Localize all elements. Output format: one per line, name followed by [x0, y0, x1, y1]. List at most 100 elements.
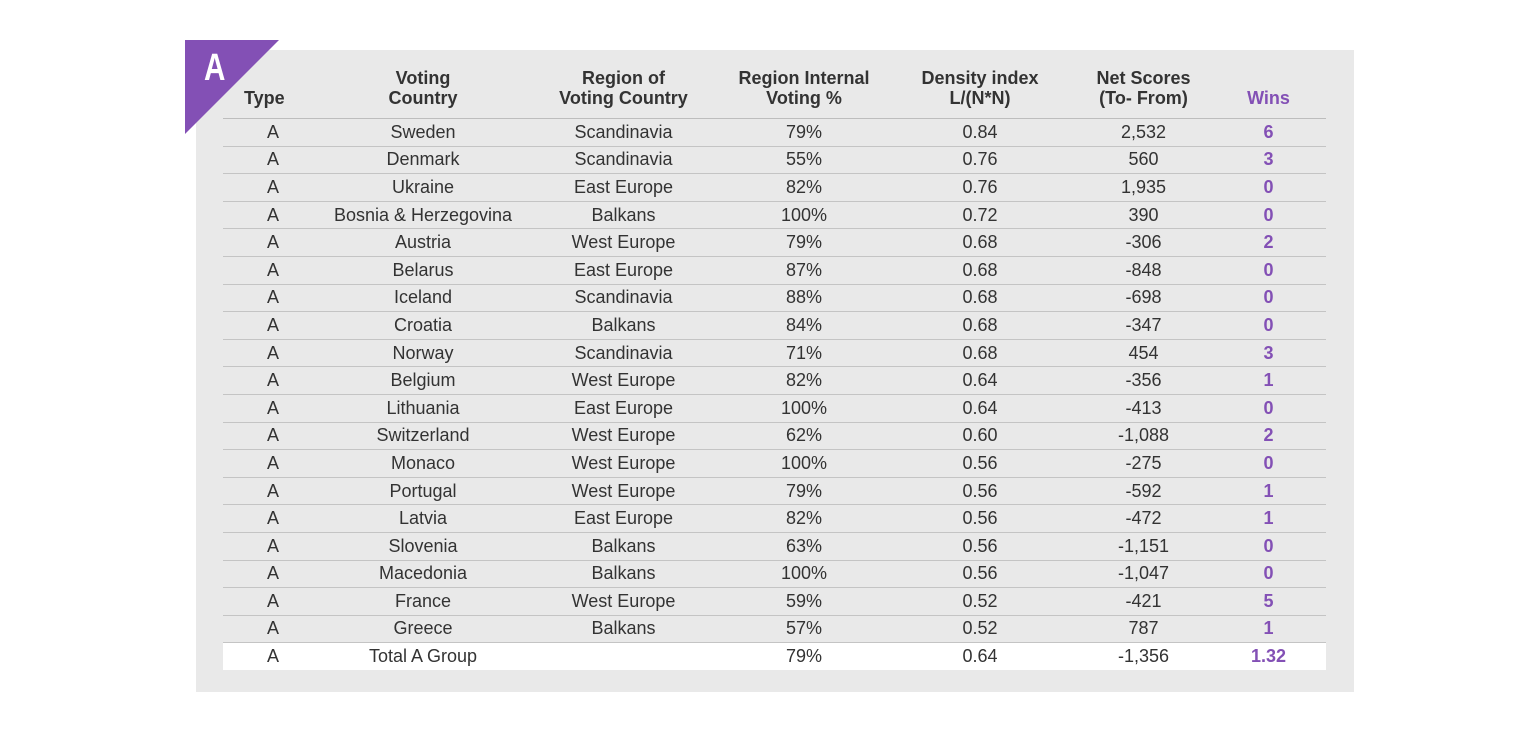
cell-country: Switzerland — [323, 422, 523, 451]
cell-net: -421 — [1076, 587, 1211, 616]
cell-internal: 79% — [724, 118, 884, 147]
cell-wins: 1 — [1211, 504, 1326, 533]
corner-triangle-icon — [185, 40, 279, 134]
cell-density: 0.56 — [884, 560, 1076, 589]
cell-internal: 79% — [724, 477, 884, 506]
cell-density: 0.64 — [884, 642, 1076, 671]
cell-region: West Europe — [523, 477, 724, 506]
cell-country: Sweden — [323, 118, 523, 147]
cell-internal: 87% — [724, 256, 884, 285]
table-row: A Portugal West Europe 79% 0.56 -592 1 — [223, 477, 1326, 506]
cell-country: Bosnia & Herzegovina — [323, 201, 523, 230]
cell-type: A — [223, 311, 323, 340]
cell-wins: 0 — [1211, 394, 1326, 423]
cell-internal: 57% — [724, 615, 884, 644]
cell-wins: 1 — [1211, 615, 1326, 644]
cell-country: Austria — [323, 228, 523, 257]
cell-type: A — [223, 449, 323, 478]
table-row: A Slovenia Balkans 63% 0.56 -1,151 0 — [223, 532, 1326, 561]
cell-net: 454 — [1076, 339, 1211, 368]
cell-internal: 82% — [724, 366, 884, 395]
cell-density: 0.84 — [884, 118, 1076, 147]
cell-region: West Europe — [523, 422, 724, 451]
cell-region: Scandinavia — [523, 146, 724, 175]
cell-type: A — [223, 532, 323, 561]
cell-wins: 0 — [1211, 311, 1326, 340]
cell-type: A — [223, 504, 323, 533]
cell-wins: 3 — [1211, 146, 1326, 175]
cell-density: 0.56 — [884, 477, 1076, 506]
cell-net: 787 — [1076, 615, 1211, 644]
cell-region: Balkans — [523, 201, 724, 230]
cell-density: 0.64 — [884, 394, 1076, 423]
cell-net: -592 — [1076, 477, 1211, 506]
cell-type: A — [223, 146, 323, 175]
cell-internal: 100% — [724, 394, 884, 423]
cell-net: -275 — [1076, 449, 1211, 478]
cell-internal: 100% — [724, 560, 884, 589]
cell-net: -1,047 — [1076, 560, 1211, 589]
cell-wins: 0 — [1211, 173, 1326, 202]
cell-internal: 79% — [724, 642, 884, 671]
table-row: A Denmark Scandinavia 55% 0.76 560 3 — [223, 146, 1326, 175]
group-badge: A — [185, 40, 279, 134]
cell-net: 560 — [1076, 146, 1211, 175]
cell-net: -848 — [1076, 256, 1211, 285]
cell-type: A — [223, 118, 323, 147]
table-row: A France West Europe 59% 0.52 -421 5 — [223, 587, 1326, 616]
table-body: A Sweden Scandinavia 79% 0.84 2,532 6 A Denmark S… — [223, 118, 1326, 671]
cell-density: 0.56 — [884, 504, 1076, 533]
cell-wins: 0 — [1211, 532, 1326, 561]
cell-region: Scandinavia — [523, 284, 724, 313]
cell-internal: 55% — [724, 146, 884, 175]
cell-country: Lithuania — [323, 394, 523, 423]
cell-region: Scandinavia — [523, 118, 724, 147]
table-row: A Norway Scandinavia 71% 0.68 454 3 — [223, 339, 1326, 368]
cell-density: 0.68 — [884, 284, 1076, 313]
cell-region — [523, 642, 724, 671]
cell-density: 0.64 — [884, 366, 1076, 395]
cell-density: 0.76 — [884, 146, 1076, 175]
cell-net: 1,935 — [1076, 173, 1211, 202]
cell-country: Norway — [323, 339, 523, 368]
cell-density: 0.56 — [884, 532, 1076, 561]
cell-type: A — [223, 256, 323, 285]
cell-type: A — [223, 587, 323, 616]
cell-type: A — [223, 173, 323, 202]
cell-region: Balkans — [523, 311, 724, 340]
cell-type: A — [223, 366, 323, 395]
cell-internal: 59% — [724, 587, 884, 616]
cell-type: A — [223, 422, 323, 451]
cell-type: A — [223, 339, 323, 368]
cell-internal: 79% — [724, 228, 884, 257]
cell-region: Scandinavia — [523, 339, 724, 368]
cell-net: -698 — [1076, 284, 1211, 313]
table-row: A Ukraine East Europe 82% 0.76 1,935 0 — [223, 173, 1326, 202]
cell-country: Belarus — [323, 256, 523, 285]
cell-density: 0.68 — [884, 311, 1076, 340]
cell-region: East Europe — [523, 256, 724, 285]
cell-country: Portugal — [323, 477, 523, 506]
column-header-internal: Region Internal Voting % — [724, 62, 884, 119]
cell-region: West Europe — [523, 449, 724, 478]
cell-density: 0.52 — [884, 587, 1076, 616]
cell-country: Monaco — [323, 449, 523, 478]
cell-net: -1,356 — [1076, 642, 1211, 671]
cell-density: 0.76 — [884, 173, 1076, 202]
cell-type: A — [223, 228, 323, 257]
table-row: A Belarus East Europe 87% 0.68 -848 0 — [223, 256, 1326, 285]
cell-type: A — [223, 615, 323, 644]
cell-net: -356 — [1076, 366, 1211, 395]
table-row: A Austria West Europe 79% 0.68 -306 2 — [223, 228, 1326, 257]
column-header-wins: Wins — [1211, 62, 1326, 119]
cell-type: A — [223, 394, 323, 423]
table-row: A Bosnia & Herzegovina Balkans 100% 0.72 390 0 — [223, 201, 1326, 230]
cell-wins: 6 — [1211, 118, 1326, 147]
cell-wins: 1 — [1211, 366, 1326, 395]
cell-type: A — [223, 284, 323, 313]
cell-density: 0.56 — [884, 449, 1076, 478]
cell-wins: 3 — [1211, 339, 1326, 368]
cell-wins: 5 — [1211, 587, 1326, 616]
cell-region: Balkans — [523, 532, 724, 561]
column-header-density: Density index L/(N*N) — [884, 62, 1076, 119]
